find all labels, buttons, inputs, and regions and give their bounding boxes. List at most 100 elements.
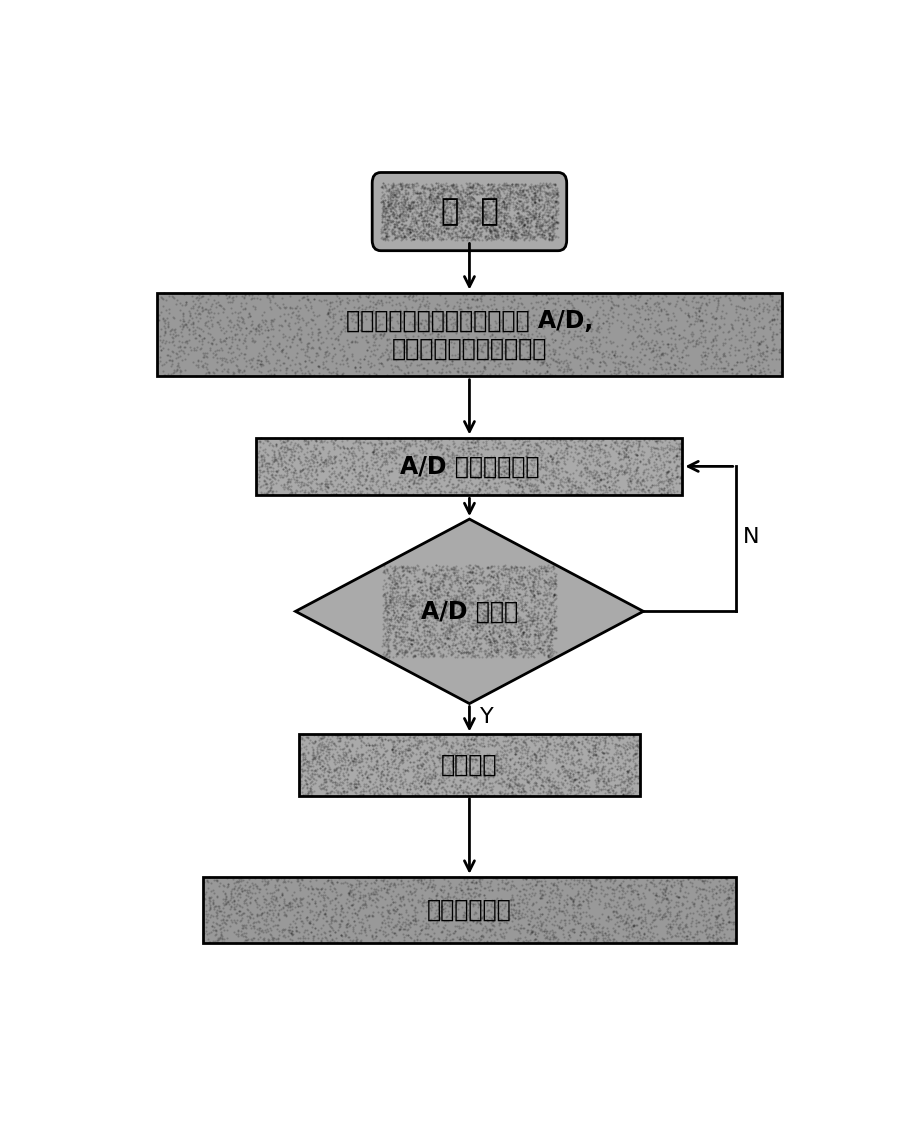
Point xyxy=(481,591,496,609)
Point xyxy=(526,202,540,220)
Point xyxy=(475,462,490,480)
Point xyxy=(363,889,377,907)
Point xyxy=(282,439,297,458)
Point xyxy=(275,289,289,307)
Point xyxy=(399,201,414,219)
Point xyxy=(396,442,410,460)
Point xyxy=(431,728,446,746)
Point xyxy=(230,881,245,899)
Point xyxy=(593,923,607,941)
Point xyxy=(483,922,497,940)
Point xyxy=(544,185,559,203)
Point xyxy=(626,900,640,919)
Point xyxy=(426,217,441,235)
Point xyxy=(158,332,173,350)
Point xyxy=(586,916,601,934)
Point xyxy=(626,435,640,453)
Point xyxy=(487,908,502,926)
Point xyxy=(456,192,471,210)
Point xyxy=(469,873,484,891)
Point xyxy=(668,461,682,479)
Point xyxy=(616,738,630,756)
Point xyxy=(561,738,575,756)
Point xyxy=(442,622,456,640)
Point xyxy=(207,291,222,309)
Point xyxy=(657,479,671,497)
Point xyxy=(516,731,530,750)
Point xyxy=(279,461,294,479)
Point xyxy=(760,342,775,361)
Point xyxy=(394,211,409,229)
Point xyxy=(402,640,417,658)
Point xyxy=(426,766,441,784)
Point xyxy=(498,188,513,207)
Point xyxy=(237,917,252,936)
Point xyxy=(479,588,494,606)
Point xyxy=(661,446,676,464)
Point xyxy=(403,592,418,610)
Point xyxy=(492,908,507,926)
Point xyxy=(585,744,600,762)
Point xyxy=(373,747,387,766)
Point xyxy=(387,442,402,460)
Point xyxy=(519,869,534,888)
Point xyxy=(302,774,317,792)
Point xyxy=(380,208,395,226)
Point xyxy=(291,313,306,331)
Point xyxy=(453,764,468,783)
Point xyxy=(537,204,551,222)
Point xyxy=(403,601,418,620)
Point xyxy=(668,317,682,335)
Point xyxy=(447,194,462,212)
Point xyxy=(514,477,529,495)
Point xyxy=(405,289,420,307)
Point xyxy=(375,205,389,224)
Point xyxy=(583,314,598,332)
Point xyxy=(546,429,561,447)
Point xyxy=(669,887,683,905)
Point xyxy=(445,644,460,662)
Point xyxy=(539,191,553,209)
Point xyxy=(593,477,607,495)
Point xyxy=(552,888,567,906)
Point xyxy=(455,192,470,210)
Point xyxy=(354,736,368,754)
Point xyxy=(617,883,632,901)
Point xyxy=(722,880,736,898)
Point xyxy=(453,736,468,754)
Point xyxy=(486,230,501,249)
Point xyxy=(366,747,381,766)
Point xyxy=(422,638,437,656)
Point xyxy=(592,771,606,790)
Point xyxy=(460,363,474,381)
Point xyxy=(458,184,473,202)
Point xyxy=(387,178,402,196)
Point xyxy=(190,289,204,307)
Point xyxy=(189,356,203,374)
Point xyxy=(583,731,598,750)
Point xyxy=(509,597,524,615)
Point xyxy=(524,924,539,942)
Point xyxy=(543,578,558,597)
Point xyxy=(431,743,446,761)
Point xyxy=(311,747,326,766)
Point xyxy=(224,889,238,907)
Point xyxy=(337,750,352,768)
Point xyxy=(498,178,513,196)
Point xyxy=(378,726,393,744)
Point xyxy=(398,915,413,933)
Point xyxy=(711,872,725,890)
Point xyxy=(544,622,559,640)
Point xyxy=(420,648,435,666)
Point xyxy=(541,887,556,905)
Point xyxy=(474,926,489,945)
Point xyxy=(256,930,271,948)
Point xyxy=(496,199,511,217)
Point xyxy=(566,875,581,893)
Point xyxy=(488,604,503,622)
Point xyxy=(444,575,459,593)
Point xyxy=(430,194,444,212)
Point xyxy=(344,444,358,462)
Point xyxy=(583,467,597,485)
Point xyxy=(566,890,581,908)
